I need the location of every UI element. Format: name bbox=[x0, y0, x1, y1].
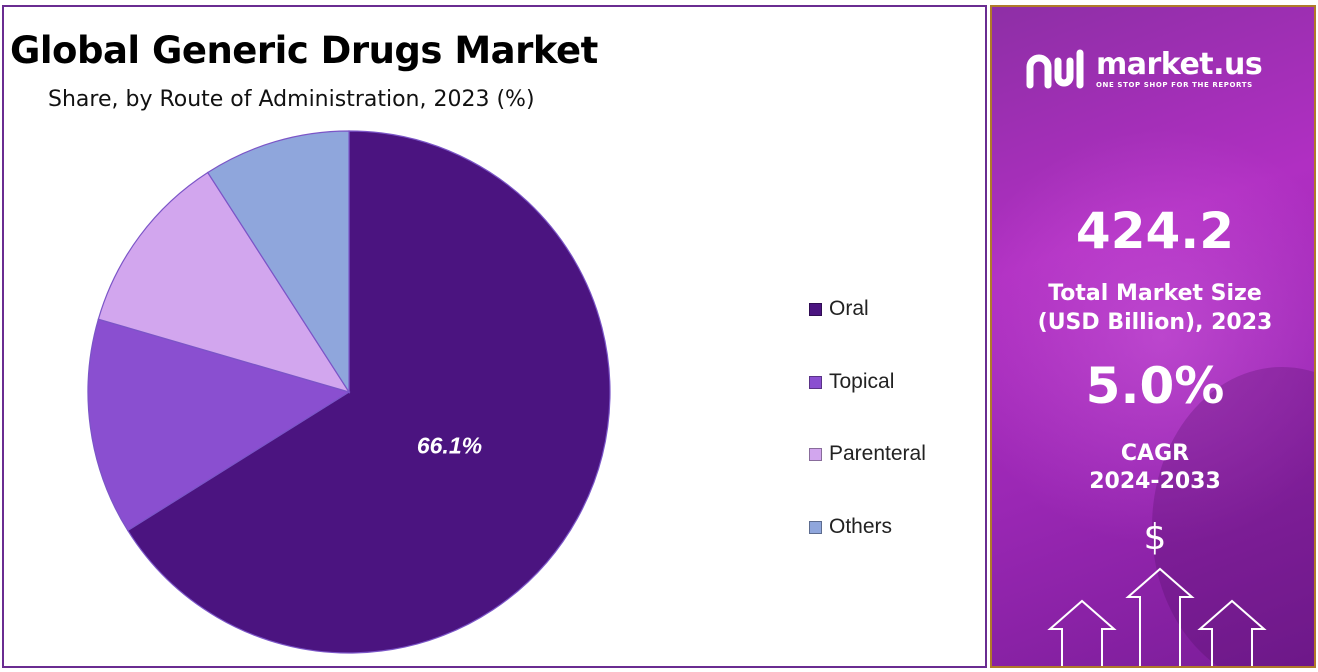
legend-label-topical: Topical bbox=[829, 370, 895, 393]
legend-label-oral: Oral bbox=[829, 297, 869, 320]
legend-swatch-parenteral bbox=[809, 447, 822, 461]
brand-name: market.us bbox=[1096, 47, 1263, 82]
legend-item-topical: Topical bbox=[809, 370, 894, 394]
brand-text: market.us ONE STOP SHOP FOR THE REPORTS bbox=[1096, 47, 1263, 90]
legend-swatch-topical bbox=[809, 375, 822, 389]
pie-chart: 66.1% bbox=[87, 130, 611, 654]
legend-item-others: Others bbox=[809, 515, 892, 539]
market-size-label-line2: (USD Billion), 2023 bbox=[1037, 310, 1273, 335]
stats-sidebar: market.us ONE STOP SHOP FOR THE REPORTS … bbox=[990, 5, 1316, 668]
background-glow bbox=[992, 127, 1314, 547]
pie-slice-parenteral bbox=[97, 171, 351, 394]
legend-swatch-oral bbox=[809, 302, 822, 316]
legend-label-others: Others bbox=[829, 515, 893, 538]
pie-slice-oral bbox=[126, 130, 611, 654]
dollar-icon: $ bbox=[1143, 517, 1167, 558]
market-size-value: 424.2 bbox=[1075, 202, 1235, 260]
chart-subtitle: Share, by Route of Administration, 2023 … bbox=[48, 87, 535, 112]
legend-label-parenteral: Parenteral bbox=[829, 442, 926, 465]
pie-slice-topical bbox=[87, 318, 351, 532]
legend-item-parenteral: Parenteral bbox=[809, 442, 926, 466]
legend-item-oral: Oral bbox=[809, 297, 869, 321]
cagr-label-line2: 2024-2033 bbox=[1089, 469, 1221, 494]
data-label-oral: 66.1% bbox=[417, 433, 482, 459]
brand-logo: market.us ONE STOP SHOP FOR THE REPORTS bbox=[1026, 47, 1263, 91]
chart-panel: Global Generic Drugs Market Share, by Ro… bbox=[2, 5, 987, 668]
market-us-logo-icon bbox=[1026, 49, 1084, 89]
pie-slice-others bbox=[206, 130, 350, 395]
cagr-value: 5.0% bbox=[1085, 357, 1225, 415]
brand-tagline: ONE STOP SHOP FOR THE REPORTS bbox=[1096, 81, 1253, 89]
legend-swatch-others bbox=[809, 520, 822, 534]
market-size-label-line1: Total Market Size bbox=[1048, 281, 1262, 306]
chart-title: Global Generic Drugs Market bbox=[10, 29, 598, 72]
growth-arrows-icon bbox=[1047, 567, 1267, 666]
cagr-label-line1: CAGR bbox=[1120, 441, 1190, 466]
